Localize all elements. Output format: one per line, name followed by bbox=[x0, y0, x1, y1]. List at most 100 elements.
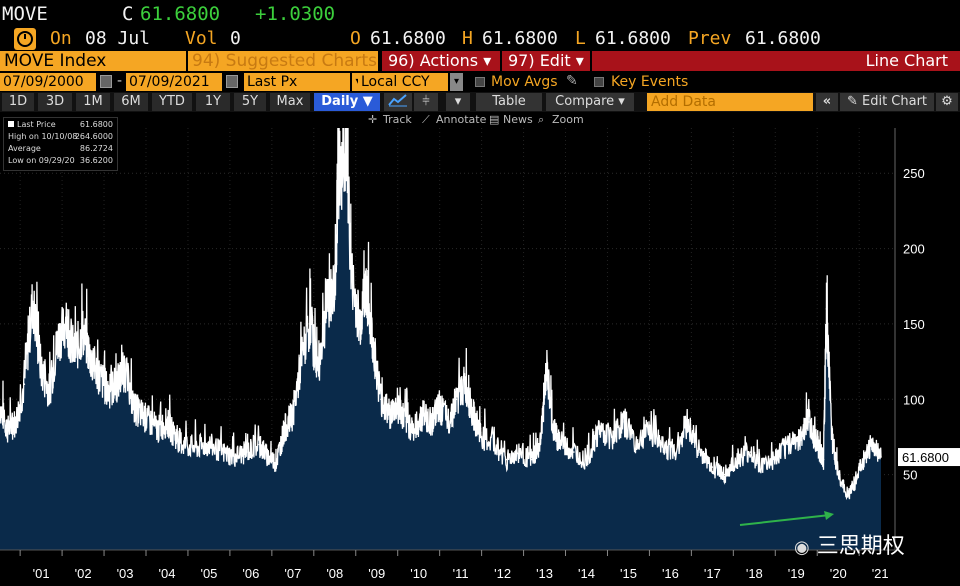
data-point bbox=[195, 446, 198, 449]
frequency-label: Daily bbox=[321, 94, 359, 109]
currency-select[interactable]: Local CCY bbox=[358, 73, 448, 91]
caret-down-icon[interactable]: ▾ bbox=[446, 93, 470, 111]
period-1m[interactable]: 1M bbox=[76, 93, 110, 111]
data-point bbox=[472, 413, 475, 416]
data-point bbox=[157, 428, 160, 431]
suggested-charts-button[interactable]: 94) Suggested Charts bbox=[188, 51, 378, 71]
data-point bbox=[107, 390, 110, 393]
series-line bbox=[0, 128, 882, 501]
data-point bbox=[23, 383, 26, 386]
data-point bbox=[447, 421, 449, 423]
data-point bbox=[245, 451, 248, 453]
mov-avgs-label: Mov Avgs bbox=[491, 74, 558, 90]
data-point bbox=[405, 421, 407, 423]
x-tick-label: '14 bbox=[578, 566, 595, 581]
legend-average-value: 86.2724 bbox=[79, 144, 113, 153]
period-6m[interactable]: 6M bbox=[114, 93, 148, 111]
data-point bbox=[552, 428, 554, 431]
low-value: 61.6800 bbox=[595, 28, 671, 49]
data-point bbox=[749, 451, 751, 453]
data-point bbox=[736, 458, 739, 461]
settings-icon[interactable]: ⚙ bbox=[936, 93, 958, 111]
legend-last-value: 61.6800 bbox=[79, 120, 113, 129]
data-point bbox=[325, 308, 328, 310]
bar-chart-icon[interactable]: ⫩ bbox=[414, 93, 438, 111]
x-tick-label: '11 bbox=[453, 566, 469, 581]
start-date-input[interactable]: 07/09/2000 bbox=[0, 73, 96, 91]
news-icon: ▤ bbox=[489, 113, 500, 126]
caret-down-icon: ▼ bbox=[362, 94, 373, 109]
last-value-label: 61.6800 bbox=[902, 450, 949, 465]
zoom-button[interactable]: Zoom bbox=[552, 113, 584, 126]
pencil-icon[interactable]: ✎ bbox=[566, 73, 578, 89]
calendar-icon[interactable] bbox=[100, 75, 112, 88]
data-point bbox=[880, 456, 882, 458]
key-events-checkbox[interactable] bbox=[594, 77, 604, 87]
data-point bbox=[359, 323, 361, 325]
x-tick-label: '05 bbox=[200, 566, 217, 581]
data-point bbox=[430, 421, 433, 423]
security-field[interactable]: MOVE Index bbox=[0, 51, 186, 71]
frequency-select[interactable]: Daily ▼ bbox=[314, 93, 380, 111]
period-bar: 1D 3D 1M 6M YTD 1Y 5Y Max Daily ▼ ⫩ ▾ Ta… bbox=[0, 92, 960, 112]
open-value: 61.6800 bbox=[370, 28, 446, 49]
data-point bbox=[698, 451, 701, 453]
news-button[interactable]: News bbox=[503, 113, 533, 126]
data-point bbox=[333, 285, 336, 288]
pencil-icon: ✎ bbox=[846, 94, 858, 109]
close-value: 61.6800 bbox=[140, 3, 221, 25]
wechat-icon: ◉ bbox=[794, 537, 810, 558]
data-point bbox=[99, 375, 101, 378]
data-point bbox=[598, 428, 600, 431]
compare-menu[interactable]: Compare ▾ bbox=[546, 93, 634, 111]
change-value: +1.0300 bbox=[255, 3, 336, 25]
data-point bbox=[124, 368, 126, 370]
x-tick-label: '09 bbox=[368, 566, 385, 581]
collapse-icon[interactable]: « bbox=[816, 93, 838, 111]
line-chart-icon[interactable] bbox=[384, 93, 412, 111]
price-field-select[interactable]: Last Px bbox=[244, 73, 350, 91]
data-point bbox=[365, 285, 368, 288]
data-point bbox=[438, 406, 441, 408]
data-point bbox=[208, 443, 210, 446]
data-point bbox=[816, 443, 819, 446]
edit-menu[interactable]: 97) Edit ▾ bbox=[502, 51, 590, 71]
x-tick-label: '19 bbox=[788, 566, 805, 581]
x-tick-label: '07 bbox=[284, 566, 301, 581]
data-point bbox=[182, 443, 185, 446]
calendar-icon[interactable] bbox=[226, 75, 238, 88]
data-point bbox=[132, 406, 135, 408]
arrow-head-icon bbox=[824, 511, 834, 520]
data-point bbox=[518, 451, 521, 453]
end-date-input[interactable]: 07/09/2021 bbox=[126, 73, 222, 91]
edit-chart-button[interactable]: ✎ Edit Chart bbox=[840, 93, 934, 111]
period-5y[interactable]: 5Y bbox=[234, 93, 266, 111]
period-1y[interactable]: 1Y bbox=[196, 93, 230, 111]
legend-low-value: 36.6200 bbox=[79, 156, 113, 165]
track-button[interactable]: Track bbox=[383, 113, 412, 126]
annotate-button[interactable]: Annotate bbox=[436, 113, 487, 126]
data-point bbox=[648, 428, 651, 431]
data-point bbox=[862, 458, 865, 461]
data-point bbox=[292, 413, 294, 416]
data-point bbox=[711, 466, 714, 468]
period-max[interactable]: Max bbox=[270, 93, 310, 111]
edit-chart-label: Edit Chart bbox=[862, 94, 928, 109]
alert-icon[interactable] bbox=[14, 28, 36, 50]
move-index-chart[interactable]: 50 100 150 200 250 61.6800 '01 '02 '03 '04 '05 '06… bbox=[0, 128, 960, 586]
period-1d[interactable]: 1D bbox=[2, 93, 34, 111]
x-tick-label: '12 bbox=[494, 566, 511, 581]
period-3d[interactable]: 3D bbox=[38, 93, 72, 111]
table-button[interactable]: Table bbox=[476, 93, 542, 111]
title-bar: MOVE Index 94) Suggested Charts 96) Acti… bbox=[0, 51, 960, 71]
add-data-input[interactable]: Add Data bbox=[647, 93, 813, 111]
x-tick-label: '15 bbox=[620, 566, 637, 581]
data-point bbox=[73, 353, 76, 355]
caret-down-icon[interactable]: ▾ bbox=[450, 73, 463, 91]
mov-avgs-checkbox[interactable] bbox=[475, 77, 485, 87]
data-point bbox=[610, 436, 613, 438]
y-tick-label: 250 bbox=[903, 166, 925, 181]
actions-menu[interactable]: 96) Actions ▾ bbox=[382, 51, 500, 71]
period-ytd[interactable]: YTD bbox=[152, 93, 192, 111]
data-point bbox=[220, 451, 223, 453]
